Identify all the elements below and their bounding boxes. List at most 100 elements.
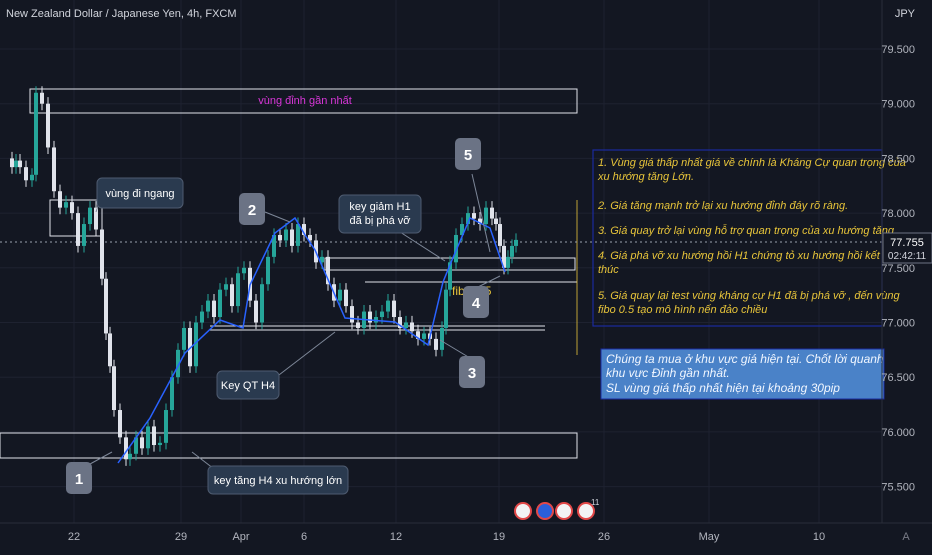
candle-down xyxy=(356,322,360,328)
trade-plan-line3: SL vùng giá thấp nhất hiện tại khoảng 30… xyxy=(606,381,840,395)
analysis-note-5-line1: 5. Giá quay lại test vùng kháng cự H1 đã… xyxy=(598,290,901,302)
candle-down xyxy=(494,218,498,225)
candle-up xyxy=(128,453,132,460)
candle-down xyxy=(368,311,372,323)
candle-down xyxy=(46,103,50,148)
candles xyxy=(10,86,518,466)
candle-up xyxy=(64,202,68,208)
trade-plan-box[interactable] xyxy=(600,348,885,400)
candle-up xyxy=(386,300,390,312)
candle-down xyxy=(10,158,14,168)
current-price-value: 77.755 xyxy=(890,237,924,249)
candle-up xyxy=(88,207,92,225)
key-rise-callout-text: key tăng H4 xu hướng lớn xyxy=(214,475,342,487)
candle-down xyxy=(472,213,476,219)
candle-up xyxy=(224,284,228,290)
analysis-note-1-line1: 1. Vùng giá thấp nhất giá về chính là Kh… xyxy=(598,157,906,169)
wave-badge-5[interactable]: 5 xyxy=(455,138,481,170)
candle-down xyxy=(112,366,116,411)
key-drop-callout-line1: key giảm H1 xyxy=(349,201,410,213)
event-badge-count: 11 xyxy=(591,498,600,507)
candle-down xyxy=(392,300,396,318)
symbol-title[interactable]: New Zealand Dollar / Japanese Yen, 4h, F… xyxy=(6,8,237,20)
candle-down xyxy=(344,289,348,307)
key-drop-callout-box[interactable] xyxy=(338,194,422,234)
candle-down xyxy=(230,284,234,307)
price-tick-label: 75.500 xyxy=(881,482,915,494)
candle-up xyxy=(272,234,276,257)
economic-event-icon-3[interactable] xyxy=(555,502,573,520)
candle-down xyxy=(18,160,22,168)
top-zone-rect[interactable] xyxy=(29,88,578,114)
economic-event-icon-4[interactable] xyxy=(577,502,595,520)
wave-badge-3[interactable]: 3 xyxy=(459,356,485,388)
analysis-note-4-line2: thúc xyxy=(598,264,619,276)
candle-up xyxy=(484,207,488,225)
candle-up xyxy=(448,262,452,290)
time-axis-labels[interactable]: 22 29 Apr 6 12 19 26 May 10 xyxy=(68,531,825,543)
candle-down xyxy=(100,229,104,279)
candle-up xyxy=(158,442,162,446)
key-qt-callout-text: Key QT H4 xyxy=(221,380,275,392)
candle-up xyxy=(440,327,444,350)
candle-down xyxy=(478,218,482,225)
auto-scale-button[interactable]: A xyxy=(902,531,910,543)
key-qt-callout-box[interactable] xyxy=(216,370,280,400)
candle-down xyxy=(140,437,144,449)
trade-plan-line1: Chúng ta mua ở khu vực giá hiện tại. Chố… xyxy=(606,352,884,366)
candle-down xyxy=(416,331,420,339)
candle-up xyxy=(380,311,384,318)
wave-trend-line[interactable] xyxy=(117,216,506,464)
price-tick-label: 79.000 xyxy=(881,99,915,111)
candle-up xyxy=(194,322,198,367)
candle-up xyxy=(134,437,138,454)
candle-up xyxy=(206,300,210,312)
candle-up xyxy=(506,256,510,268)
analysis-note-5-line2: fibo 0.5 tạo mô hình nến đảo chiều xyxy=(598,304,767,316)
wave3-callout-line xyxy=(439,339,471,359)
analysis-note-5: 5. Giá quay lại test vùng kháng cự H1 đã… xyxy=(598,290,903,316)
bottom-zone-rect[interactable] xyxy=(0,432,578,459)
analysis-note-1: 1. Vùng giá thấp nhất giá về chính là Kh… xyxy=(597,157,909,183)
candle-down xyxy=(188,327,192,367)
price-tick-label: 77.500 xyxy=(881,263,915,275)
top-zone-label: vùng đỉnh gần nhất xyxy=(258,95,352,107)
wave-badge-3-text: 3 xyxy=(468,365,476,382)
analysis-note-4-line1: 4. Giá phá vỡ xu hướng hồi H1 chứng tỏ x… xyxy=(598,250,881,262)
trade-plan-line2: khu vực Đỉnh gần nhất. xyxy=(606,366,730,380)
grid-lines xyxy=(0,0,882,523)
wave5-callout-line xyxy=(471,173,491,253)
candle-up xyxy=(242,267,246,274)
candle-up xyxy=(182,327,186,350)
candle-down xyxy=(498,224,502,246)
candle-up xyxy=(422,333,426,339)
wave-badge-4-text: 4 xyxy=(472,295,481,312)
candle-up xyxy=(34,92,38,175)
candle-down xyxy=(326,256,330,285)
analysis-note-3: 3. Giá quay trở lại vùng hỗ trợ quan trọ… xyxy=(598,224,895,237)
wave-badge-2[interactable]: 2 xyxy=(239,193,265,225)
candle-up xyxy=(460,224,464,235)
candle-up xyxy=(146,426,150,449)
candle-down xyxy=(308,234,312,241)
candle-up xyxy=(404,322,408,328)
key-drop-callout-line2: đã bị phá vỡ xyxy=(349,215,410,227)
candle-up xyxy=(266,256,270,285)
sideways-callout-box[interactable] xyxy=(96,177,184,209)
wave-badge-1[interactable]: 1 xyxy=(66,462,92,494)
candle-down xyxy=(24,167,28,181)
wave-badge-4[interactable]: 4 xyxy=(463,286,489,318)
key-rise-callout-box[interactable] xyxy=(207,465,349,495)
candle-up xyxy=(296,224,300,246)
economic-event-icon-2[interactable] xyxy=(536,502,554,520)
candle-down xyxy=(290,229,294,246)
countdown-value: 02:42:11 xyxy=(888,251,927,262)
candle-down xyxy=(490,207,494,219)
candle-up xyxy=(444,289,448,328)
time-tick-label: 10 xyxy=(813,531,825,543)
price-axis-labels[interactable]: 79.500 79.000 78.500 78.000 77.500 77.000 76.5… xyxy=(881,44,915,494)
economic-event-icon-1[interactable] xyxy=(514,502,532,520)
candle-down xyxy=(108,333,112,367)
wave-badge-5-text: 5 xyxy=(464,147,472,164)
